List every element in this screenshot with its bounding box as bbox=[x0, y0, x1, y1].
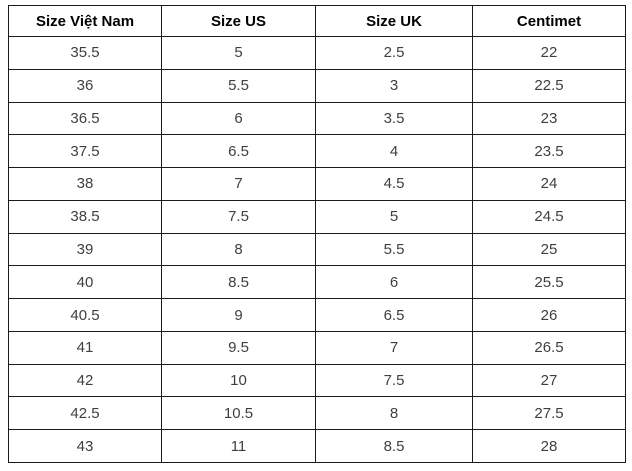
table-cell: 6 bbox=[315, 265, 473, 300]
table-cell: 41 bbox=[8, 330, 162, 365]
table-cell: 38 bbox=[8, 167, 162, 201]
table-cell: 27.5 bbox=[472, 396, 626, 431]
table-cell: 3 bbox=[315, 68, 473, 103]
table-cell: 36 bbox=[8, 68, 162, 103]
table-cell: 25 bbox=[472, 232, 626, 267]
table-cell: 24 bbox=[472, 167, 626, 201]
table-cell: 4 bbox=[315, 134, 473, 169]
table-row: 38.5 7.5 5 24.5 bbox=[8, 199, 626, 234]
table-cell: 43 bbox=[8, 429, 162, 463]
table-cell: 35.5 bbox=[8, 36, 162, 70]
table-cell: 7 bbox=[161, 167, 316, 201]
shoe-size-conversion-table: Size Việt Nam Size US Size UK Centimet 3… bbox=[8, 5, 626, 463]
table-cell: 6 bbox=[161, 101, 316, 136]
column-header-size-viet-nam: Size Việt Nam bbox=[8, 5, 162, 37]
table-cell: 42.5 bbox=[8, 396, 162, 431]
table-cell: 27 bbox=[472, 363, 626, 398]
table-row: 35.5 5 2.5 22 bbox=[8, 36, 626, 70]
table-cell: 22 bbox=[472, 36, 626, 70]
table-row: 36.5 6 3.5 23 bbox=[8, 101, 626, 136]
table-cell: 8 bbox=[315, 396, 473, 431]
table-cell: 38.5 bbox=[8, 199, 162, 234]
table-cell: 9.5 bbox=[161, 330, 316, 365]
table-cell: 5 bbox=[161, 36, 316, 70]
table-cell: 28 bbox=[472, 429, 626, 463]
column-header-size-uk: Size UK bbox=[315, 5, 473, 37]
table-cell: 39 bbox=[8, 232, 162, 267]
table-row: 40 8.5 6 25.5 bbox=[8, 265, 626, 300]
table-row: 40.5 9 6.5 26 bbox=[8, 298, 626, 332]
table-cell: 23 bbox=[472, 101, 626, 136]
table-cell: 40 bbox=[8, 265, 162, 300]
column-header-size-us: Size US bbox=[161, 5, 316, 37]
table-cell: 9 bbox=[161, 298, 316, 332]
table-row: 42 10 7.5 27 bbox=[8, 363, 626, 398]
table-cell: 8.5 bbox=[315, 429, 473, 463]
table-cell: 6.5 bbox=[161, 134, 316, 169]
table-cell: 6.5 bbox=[315, 298, 473, 332]
table-cell: 7 bbox=[315, 330, 473, 365]
table-cell: 10 bbox=[161, 363, 316, 398]
table-row: 38 7 4.5 24 bbox=[8, 167, 626, 201]
table-row: 36 5.5 3 22.5 bbox=[8, 68, 626, 103]
table-cell: 24.5 bbox=[472, 199, 626, 234]
table-cell: 26.5 bbox=[472, 330, 626, 365]
table-cell: 37.5 bbox=[8, 134, 162, 169]
table-cell: 3.5 bbox=[315, 101, 473, 136]
table-cell: 5.5 bbox=[315, 232, 473, 267]
table-cell: 2.5 bbox=[315, 36, 473, 70]
table-cell: 10.5 bbox=[161, 396, 316, 431]
table-cell: 8 bbox=[161, 232, 316, 267]
header-row: Size Việt Nam Size US Size UK Centimet bbox=[8, 5, 626, 37]
table-cell: 26 bbox=[472, 298, 626, 332]
table-header: Size Việt Nam Size US Size UK Centimet bbox=[8, 5, 626, 37]
table-cell: 23.5 bbox=[472, 134, 626, 169]
table-cell: 7.5 bbox=[161, 199, 316, 234]
table-cell: 7.5 bbox=[315, 363, 473, 398]
table-row: 41 9.5 7 26.5 bbox=[8, 330, 626, 365]
table-cell: 5 bbox=[315, 199, 473, 234]
table-cell: 5.5 bbox=[161, 68, 316, 103]
table-row: 37.5 6.5 4 23.5 bbox=[8, 134, 626, 169]
column-header-centimet: Centimet bbox=[472, 5, 626, 37]
table-row: 43 11 8.5 28 bbox=[8, 429, 626, 463]
table-cell: 40.5 bbox=[8, 298, 162, 332]
table-cell: 11 bbox=[161, 429, 316, 463]
table-cell: 42 bbox=[8, 363, 162, 398]
table-cell: 4.5 bbox=[315, 167, 473, 201]
table-cell: 8.5 bbox=[161, 265, 316, 300]
table-cell: 36.5 bbox=[8, 101, 162, 136]
table-cell: 22.5 bbox=[472, 68, 626, 103]
table-cell: 25.5 bbox=[472, 265, 626, 300]
table-row: 39 8 5.5 25 bbox=[8, 232, 626, 267]
table-body: 35.5 5 2.5 22 36 5.5 3 22.5 36.5 6 3.5 23 37.5 6.5 4 23… bbox=[8, 36, 626, 463]
table-row: 42.5 10.5 8 27.5 bbox=[8, 396, 626, 431]
